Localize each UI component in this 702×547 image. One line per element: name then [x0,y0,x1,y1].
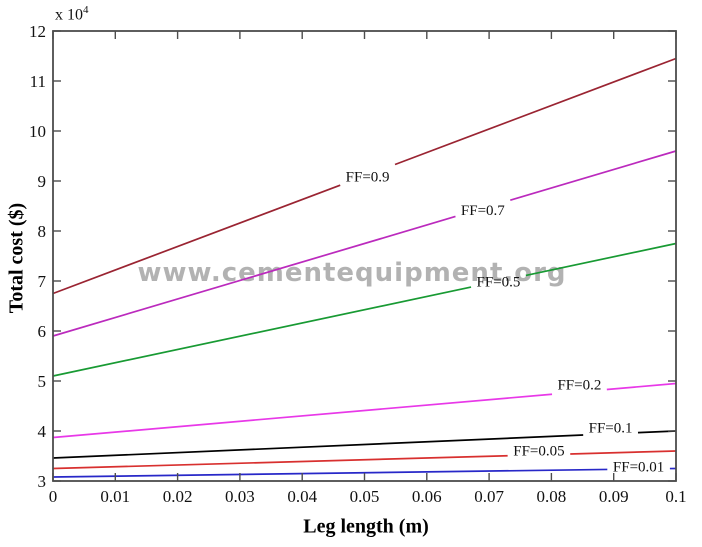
x-tick-label: 0.1 [665,487,686,506]
series-label-ff-0.5: FF=0.5 [476,275,520,291]
x-tick-label: 0 [49,487,58,506]
x-tick-label: 0.04 [287,487,317,506]
y-tick-label: 7 [38,272,47,291]
y-axis-title: Total cost ($) [5,202,28,314]
y-tick-label: 9 [38,172,47,191]
series-label-ff-0.01: FF=0.01 [613,459,664,475]
x-tick-label: 0.06 [412,487,442,506]
series-line-ff-0.2-seg2 [606,382,677,391]
series-label-ff-0.2: FF=0.2 [557,377,601,393]
y-tick-label: 11 [30,72,46,91]
x-tick-label: 0.01 [100,487,130,506]
watermark: www.cementequipment.org [137,258,567,288]
x-tick-label: 0.02 [163,487,193,506]
series-line-ff-0.05-seg2 [570,450,677,455]
series-label-ff-0.9: FF=0.9 [346,169,390,185]
y-tick-label: 4 [38,422,47,441]
y-tick-label: 5 [38,372,47,391]
series-line-ff-0.01-seg1 [52,468,608,478]
x-tick-label: 0.09 [599,487,629,506]
y-axis-exponent: x 104 [55,4,89,24]
series-line-ff-0.5-seg2 [525,242,677,277]
y-axis-exponent-base: x 10 [55,6,83,24]
x-tick-label: 0.05 [350,487,380,506]
series-label-ff-0.7: FF=0.7 [461,203,505,219]
y-tick-label: 12 [29,22,46,41]
axes-box [52,30,677,482]
series-line-ff-0.7-seg1 [52,215,456,337]
y-tick-label: 6 [38,322,47,341]
series-line-ff-0.1-seg1 [52,434,584,459]
series-line-ff-0.05-seg1 [52,454,508,470]
y-tick-label: 3 [38,472,47,491]
y-tick-label: 10 [29,122,46,141]
series-line-ff-0.2-seg1 [52,393,553,439]
y-axis-exponent-power: 4 [83,4,89,16]
x-axis-title: Leg length (m) [303,515,429,538]
series-line-ff-0.7-seg2 [510,150,677,202]
series-line-ff-0.5-seg1 [52,286,472,377]
series-line-ff-0.9-seg1 [52,184,341,295]
x-tick-label: 0.07 [474,487,504,506]
x-tick-label: 0.08 [537,487,567,506]
x-tick-label: 0.03 [225,487,255,506]
series-label-ff-0.05: FF=0.05 [513,443,564,459]
y-tick-label: 8 [38,222,47,241]
series-label-ff-0.1: FF=0.1 [589,420,633,436]
series-line-ff-0.9-seg2 [394,57,677,166]
